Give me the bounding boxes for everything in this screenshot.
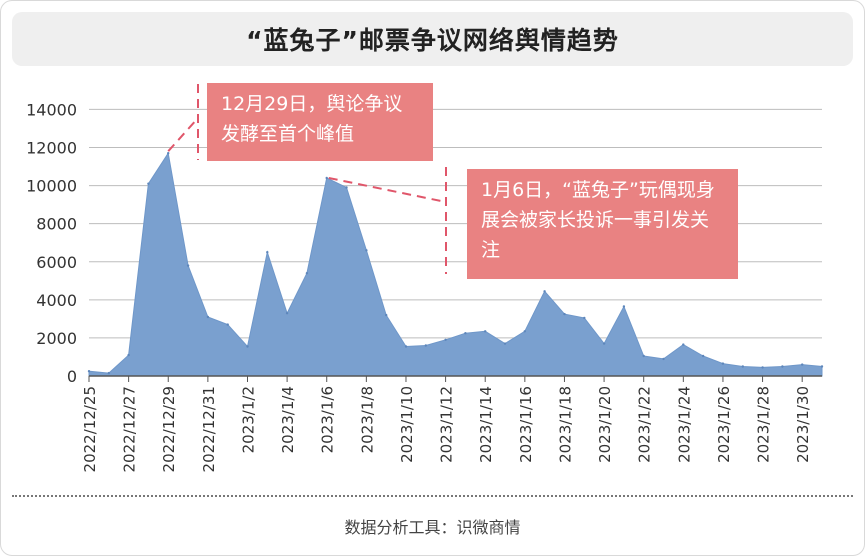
x-tick-label-2023/1/4: 2023/1/4 bbox=[279, 386, 297, 453]
x-tick-label-2022/12/31: 2022/12/31 bbox=[200, 386, 218, 472]
x-tick-label-2023/1/2: 2023/1/2 bbox=[239, 386, 257, 453]
x-tick-label-2023/1/18: 2023/1/18 bbox=[556, 386, 574, 463]
data-point-2023/1/28 bbox=[761, 366, 764, 369]
y-tick-label-0: 0 bbox=[67, 367, 77, 386]
data-point-2023/1/3 bbox=[266, 251, 269, 254]
data-point-2022/12/26 bbox=[107, 371, 111, 375]
y-tick-label-8000: 8000 bbox=[36, 215, 77, 234]
x-tick-label-2023/1/20: 2023/1/20 bbox=[596, 386, 614, 463]
data-point-2022/12/28 bbox=[147, 182, 150, 185]
data-point-2023/1/20 bbox=[602, 342, 606, 345]
data-point-2023/1/24 bbox=[682, 343, 685, 346]
leader-line-1229 bbox=[167, 117, 199, 152]
data-point-2023/1/12 bbox=[444, 338, 447, 341]
callout-peak-1229-text: 12月29日，舆论争议发酵至首个峰值 bbox=[221, 93, 403, 145]
data-point-2023/1/6 bbox=[325, 176, 328, 180]
y-tick-label-12000: 12000 bbox=[26, 139, 77, 158]
data-point-2023/1/4 bbox=[285, 312, 289, 315]
footer-source: 数据分析工具：识微商情 bbox=[344, 518, 521, 537]
data-point-2023/1/21 bbox=[622, 305, 626, 308]
x-tick-label-2023/1/8: 2023/1/8 bbox=[358, 386, 376, 453]
data-point-2023/1/13 bbox=[464, 332, 467, 335]
data-point-2023/1/26 bbox=[721, 362, 725, 365]
x-tick-label-2023/1/24: 2023/1/24 bbox=[675, 386, 693, 463]
y-tick-label-2000: 2000 bbox=[36, 329, 77, 348]
data-point-2022/12/25 bbox=[87, 370, 91, 373]
data-point-2023/1/8 bbox=[365, 249, 368, 252]
y-tick-label-6000: 6000 bbox=[36, 253, 77, 272]
x-tick-label-2022/12/25: 2022/12/25 bbox=[81, 386, 99, 472]
data-point-2022/12/27 bbox=[127, 353, 130, 357]
x-tick-label-2023/1/28: 2023/1/28 bbox=[755, 386, 773, 463]
data-point-2023/1/29 bbox=[781, 365, 784, 368]
x-tick-label-2023/1/30: 2023/1/30 bbox=[794, 386, 812, 463]
data-point-2023/1/2 bbox=[246, 345, 249, 348]
x-tick-label-2023/1/6: 2023/1/6 bbox=[319, 386, 337, 453]
data-point-2023/1/14 bbox=[484, 330, 487, 333]
data-point-2023/1/31 bbox=[820, 365, 824, 368]
footer-divider bbox=[12, 495, 853, 497]
data-point-2023/1/25 bbox=[701, 354, 705, 358]
data-point-2022/12/29 bbox=[167, 152, 170, 155]
data-point-2023/1/16 bbox=[523, 330, 526, 333]
data-point-2022/12/30 bbox=[186, 264, 190, 267]
data-point-2023/1/19 bbox=[583, 316, 586, 320]
data-point-2023/1/18 bbox=[563, 312, 566, 316]
y-tick-label-14000: 14000 bbox=[26, 100, 77, 119]
data-point-2023/1/23 bbox=[662, 357, 665, 361]
callout-leader-lines bbox=[167, 84, 447, 274]
data-point-2023/1/11 bbox=[424, 344, 427, 347]
data-point-2023/1/7 bbox=[345, 186, 348, 189]
axes: 0 2000 4000 6000 8000 10000 12000 14000 2022/12/… bbox=[26, 100, 822, 472]
area-series bbox=[87, 151, 824, 377]
chart-title: “蓝兔子”邮票争议网络舆情趋势 bbox=[246, 26, 619, 55]
x-tick-label-2023/1/14: 2023/1/14 bbox=[477, 386, 495, 463]
x-tick-label-2023/1/22: 2023/1/22 bbox=[636, 386, 654, 463]
y-tick-label-4000: 4000 bbox=[36, 291, 77, 310]
x-tick-label-2023/1/26: 2023/1/26 bbox=[715, 386, 733, 463]
data-point-2023/1/1 bbox=[226, 323, 229, 326]
data-point-2023/1/27 bbox=[741, 365, 744, 368]
leader-line-0106 bbox=[328, 176, 447, 203]
data-point-2023/1/30 bbox=[801, 363, 804, 366]
data-point-2023/1/10 bbox=[404, 345, 408, 348]
data-point-2023/1/5 bbox=[305, 272, 309, 275]
x-tick-label-2023/1/10: 2023/1/10 bbox=[398, 386, 416, 463]
data-point-2022/12/31 bbox=[206, 315, 210, 319]
callout-peak-0106-text: 1月6日，“蓝兔子”玩偶现身展会被家长投诉一事引发关注 bbox=[481, 179, 715, 261]
data-point-2023/1/22 bbox=[642, 354, 645, 358]
x-tick-label-2022/12/27: 2022/12/27 bbox=[121, 386, 139, 472]
callout-peak-0106: 1月6日，“蓝兔子”玩偶现身展会被家长投诉一事引发关注 bbox=[467, 169, 738, 279]
data-point-2023/1/9 bbox=[385, 313, 388, 317]
y-tick-label-10000: 10000 bbox=[26, 177, 77, 196]
callout-peak-1229: 12月29日，舆论争议发酵至首个峰值 bbox=[207, 83, 433, 161]
x-tick-label-2023/1/16: 2023/1/16 bbox=[517, 386, 535, 463]
x-tick-label-2023/1/12: 2023/1/12 bbox=[438, 386, 456, 463]
title-bar: “蓝兔子”邮票争议网络舆情趋势 bbox=[12, 12, 853, 66]
data-point-2023/1/15 bbox=[503, 342, 507, 345]
x-tick-label-2022/12/29: 2022/12/29 bbox=[160, 386, 178, 472]
data-point-2023/1/17 bbox=[543, 290, 546, 293]
